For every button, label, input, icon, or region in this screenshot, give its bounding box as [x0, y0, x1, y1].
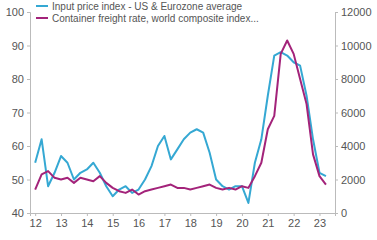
tick-mark [61, 213, 62, 216]
tick-mark [27, 113, 30, 114]
tick-label: 80 [12, 73, 24, 85]
tick: 21 [262, 213, 274, 229]
tick-label: 60 [12, 140, 24, 152]
y-axis: 40 50 60 70 80 90 100 [6, 6, 31, 219]
tick-label: 13 [55, 217, 67, 229]
tick: 40 [12, 207, 30, 219]
tick-label: 40 [12, 207, 24, 219]
tick-mark [335, 113, 338, 114]
tick: 10000 [335, 40, 372, 52]
legend-swatch [36, 17, 48, 19]
tick-mark [139, 213, 140, 216]
tick-label: 50 [12, 174, 24, 186]
tick: 4000 [335, 140, 365, 152]
tick-mark [319, 213, 320, 216]
tick-mark [335, 79, 338, 80]
tick: 80 [12, 73, 30, 85]
tick-mark [27, 180, 30, 181]
tick-mark [335, 46, 338, 47]
tick: 22 [288, 213, 300, 229]
tick-label: 8000 [341, 73, 365, 85]
tick-label: 0 [341, 207, 347, 219]
tick-label: 4000 [341, 140, 365, 152]
tick-label: 15 [107, 217, 119, 229]
tick-mark [87, 213, 88, 216]
tick-mark [335, 180, 338, 181]
tick-label: 100 [6, 6, 24, 18]
tick-label: 14 [81, 217, 93, 229]
tick-label: 20 [236, 217, 248, 229]
tick: 14 [81, 213, 93, 229]
tick-mark [113, 213, 114, 216]
tick-label: 22 [288, 217, 300, 229]
tick: 12000 [335, 6, 372, 18]
tick-mark [27, 46, 30, 47]
tick-label: 23 [314, 217, 326, 229]
tick: 50 [12, 174, 30, 186]
y2-axis: 0 2000 4000 6000 8000 10000 12000 [335, 6, 372, 219]
x-axis: 12 13 14 15 16 17 18 19 20 21 22 23 [30, 213, 336, 229]
axis-line [27, 13, 31, 214]
legend-label: Container freight rate, world composite … [52, 13, 259, 24]
tick: 100 [6, 6, 30, 18]
tick: 70 [12, 107, 30, 119]
tick: 18 [185, 213, 197, 229]
tick: 23 [314, 213, 326, 229]
tick-mark [27, 79, 30, 80]
tick-label: 18 [185, 217, 197, 229]
tick-mark [35, 213, 36, 216]
series-line [35, 40, 326, 194]
tick-mark [335, 213, 338, 214]
axis-line [31, 214, 336, 217]
tick-mark [27, 146, 30, 147]
tick-label: 17 [159, 217, 171, 229]
tick-mark [216, 213, 217, 216]
tick-mark [242, 213, 243, 216]
tick-label: 10000 [341, 40, 372, 52]
tick: 2000 [335, 174, 365, 186]
tick-mark [164, 213, 165, 216]
tick: 8000 [335, 73, 365, 85]
tick: 60 [12, 140, 30, 152]
tick-mark [335, 12, 338, 13]
tick: 19 [210, 213, 222, 229]
tick: 15 [107, 213, 119, 229]
tick: 90 [12, 40, 30, 52]
tick-label: 90 [12, 40, 24, 52]
legend-swatch [36, 5, 48, 7]
tick: 6000 [335, 107, 365, 119]
tick-label: 70 [12, 107, 24, 119]
tick-mark [190, 213, 191, 216]
tick: 13 [55, 213, 67, 229]
tick-label: 12 [30, 217, 42, 229]
tick-mark [27, 213, 30, 214]
plot-area [35, 40, 326, 202]
tick-mark [268, 213, 269, 216]
tick: 0 [335, 207, 347, 219]
tick-label: 21 [262, 217, 274, 229]
tick-mark [294, 213, 295, 216]
tick-mark [335, 146, 338, 147]
tick: 12 [30, 213, 42, 229]
tick: 20 [236, 213, 248, 229]
chart: 1213141516171819202122234050607080901000… [0, 0, 377, 240]
legend: Input price index - US & Eurozone averag… [36, 1, 259, 24]
tick-label: 19 [210, 217, 222, 229]
tick-label: 2000 [341, 174, 365, 186]
axis-line [336, 13, 339, 214]
tick: 16 [133, 213, 145, 229]
legend-label: Input price index - US & Eurozone averag… [52, 1, 243, 12]
tick-label: 16 [133, 217, 145, 229]
tick-label: 12000 [341, 6, 372, 18]
tick-mark [27, 12, 30, 13]
tick: 17 [159, 213, 171, 229]
tick-label: 6000 [341, 107, 365, 119]
